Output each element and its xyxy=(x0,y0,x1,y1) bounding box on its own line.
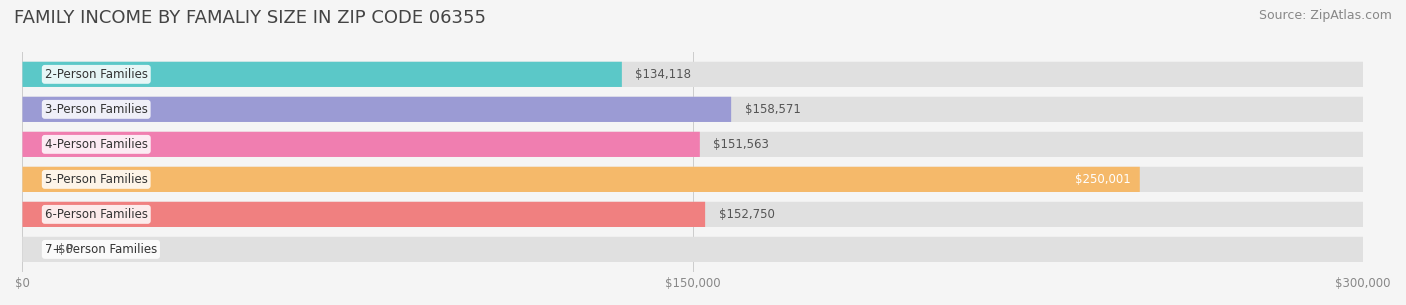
Text: 5-Person Families: 5-Person Families xyxy=(45,173,148,186)
Text: Source: ZipAtlas.com: Source: ZipAtlas.com xyxy=(1258,9,1392,22)
Text: $158,571: $158,571 xyxy=(745,103,800,116)
Text: $250,001: $250,001 xyxy=(1076,173,1130,186)
Text: 2-Person Families: 2-Person Families xyxy=(45,68,148,81)
FancyBboxPatch shape xyxy=(22,62,1364,87)
Text: $151,563: $151,563 xyxy=(713,138,769,151)
FancyBboxPatch shape xyxy=(22,167,1364,192)
FancyBboxPatch shape xyxy=(22,97,1364,122)
FancyBboxPatch shape xyxy=(22,167,1140,192)
Text: 6-Person Families: 6-Person Families xyxy=(45,208,148,221)
FancyBboxPatch shape xyxy=(22,62,621,87)
Text: $134,118: $134,118 xyxy=(636,68,692,81)
Text: FAMILY INCOME BY FAMALIY SIZE IN ZIP CODE 06355: FAMILY INCOME BY FAMALIY SIZE IN ZIP COD… xyxy=(14,9,486,27)
FancyBboxPatch shape xyxy=(22,132,1364,157)
FancyBboxPatch shape xyxy=(22,132,700,157)
Text: $0: $0 xyxy=(58,243,73,256)
FancyBboxPatch shape xyxy=(22,202,706,227)
Text: 3-Person Families: 3-Person Families xyxy=(45,103,148,116)
FancyBboxPatch shape xyxy=(22,97,731,122)
Text: $152,750: $152,750 xyxy=(718,208,775,221)
Text: 4-Person Families: 4-Person Families xyxy=(45,138,148,151)
Text: 7+ Person Families: 7+ Person Families xyxy=(45,243,157,256)
FancyBboxPatch shape xyxy=(22,202,1364,227)
FancyBboxPatch shape xyxy=(22,237,1364,262)
